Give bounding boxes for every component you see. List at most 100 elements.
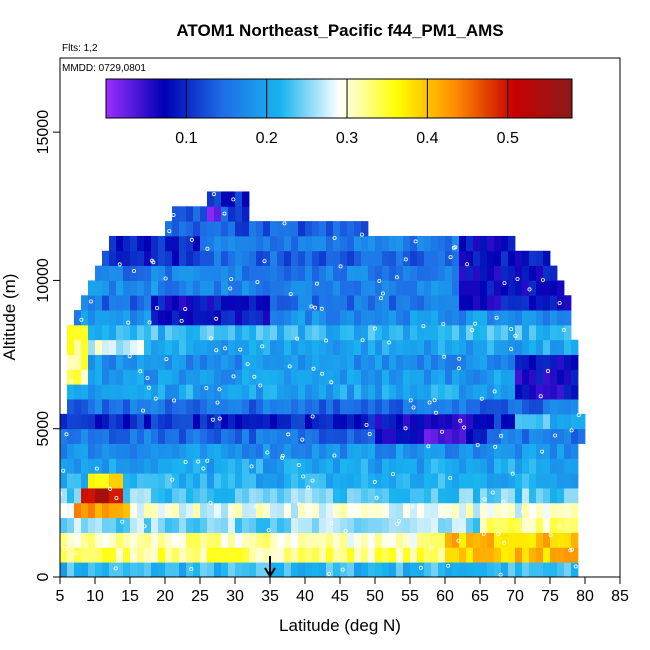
heatmap-cell [186,413,194,430]
heatmap-cell [403,324,411,341]
heatmap-cell [522,488,530,504]
heatmap-cell [305,280,313,296]
heatmap-cell [60,532,68,548]
heatmap-cell [67,473,75,489]
sample-marker [433,410,438,415]
heatmap-cell [459,443,467,459]
heatmap-cell [340,250,348,266]
heatmap-cell [291,517,299,533]
heatmap-cell [473,265,481,281]
heatmap-cell [81,310,89,326]
heatmap-cell [242,265,250,281]
heatmap-cell [375,324,383,341]
sample-marker [79,317,84,322]
colorbar-tick-label: 0.1 [175,130,197,147]
heatmap-cell [368,384,376,400]
heatmap-cell [165,384,173,400]
heatmap-cell [81,547,89,563]
heatmap-cell [102,384,110,400]
heatmap-cell [522,428,530,444]
heatmap-cell [326,502,334,519]
heatmap-cell [529,339,537,355]
heatmap-cell [564,310,572,326]
sample-marker [163,276,168,281]
heatmap-cell [214,250,222,266]
heatmap-cell [515,488,523,504]
heatmap-cell [102,354,110,370]
heatmap-cell [179,295,187,311]
heatmap-cell [543,443,551,459]
heatmap-cell [347,517,355,533]
heatmap-cell [74,384,82,400]
heatmap-cell [137,310,145,326]
heatmap-cell [487,399,495,415]
heatmap-cell [368,532,376,548]
heatmap-cell [200,339,208,355]
heatmap-cell [95,384,103,400]
heatmap-cell [543,488,551,504]
heatmap-cell [396,295,404,311]
heatmap-cell [431,369,439,385]
heatmap-cell [130,458,138,474]
x-tick-label: 60 [436,588,454,605]
heatmap-cell [410,280,418,296]
heatmap-cell [235,428,243,444]
heatmap-cell [221,250,229,266]
heatmap-cell [291,488,299,504]
heatmap-cell [333,265,341,281]
heatmap-cell [312,517,320,533]
heatmap-cell [333,295,341,311]
x-tick-label: 45 [331,588,349,605]
heatmap-cell [354,413,362,430]
heatmap-cell [158,488,166,504]
heatmap-cell [452,443,460,459]
heatmap-cell [116,250,124,266]
heatmap-cell [487,488,495,504]
heatmap-cell [333,473,341,489]
heatmap-cell [298,488,306,504]
heatmap-cell [165,562,173,578]
heatmap-cell [228,428,236,444]
heatmap-cell [214,339,222,355]
heatmap-cell [179,354,187,370]
heatmap-cell [256,502,264,519]
heatmap-cell [200,473,208,489]
heatmap-cell [347,502,355,519]
heatmap-cell [459,532,467,548]
heatmap-cell [263,265,271,281]
heatmap-cell [312,562,320,578]
heatmap-cell [291,384,299,400]
sample-marker [311,366,316,371]
heatmap-cell [270,369,278,385]
sample-marker [208,336,213,341]
heatmap-cell [326,221,334,237]
heatmap-cell [515,399,523,415]
heatmap-cell [480,488,488,504]
heatmap-cell [305,458,313,474]
heatmap-cell [242,191,250,207]
heatmap-cell [396,502,404,519]
heatmap-cell [473,235,481,252]
heatmap-cell [81,384,89,400]
heatmap-cell [452,235,460,252]
heatmap-cell [326,547,334,563]
heatmap-cell [487,310,495,326]
heatmap-cell [284,428,292,444]
heatmap-cell [116,354,124,370]
heatmap-cell [186,547,194,563]
heatmap-cell [263,280,271,296]
heatmap-cell [116,339,124,355]
heatmap-cell [417,473,425,489]
heatmap-cell [235,369,243,385]
heatmap-cell [431,458,439,474]
heatmap-cell [557,369,565,385]
sample-marker [69,379,74,384]
heatmap-cell [452,502,460,519]
heatmap-cell [403,399,411,415]
heatmap-cell [256,443,264,459]
heatmap-cell [368,458,376,474]
heatmap-cell [158,443,166,459]
heatmap-cell [284,384,292,400]
heatmap-cell [536,473,544,489]
heatmap-cell [438,399,446,415]
